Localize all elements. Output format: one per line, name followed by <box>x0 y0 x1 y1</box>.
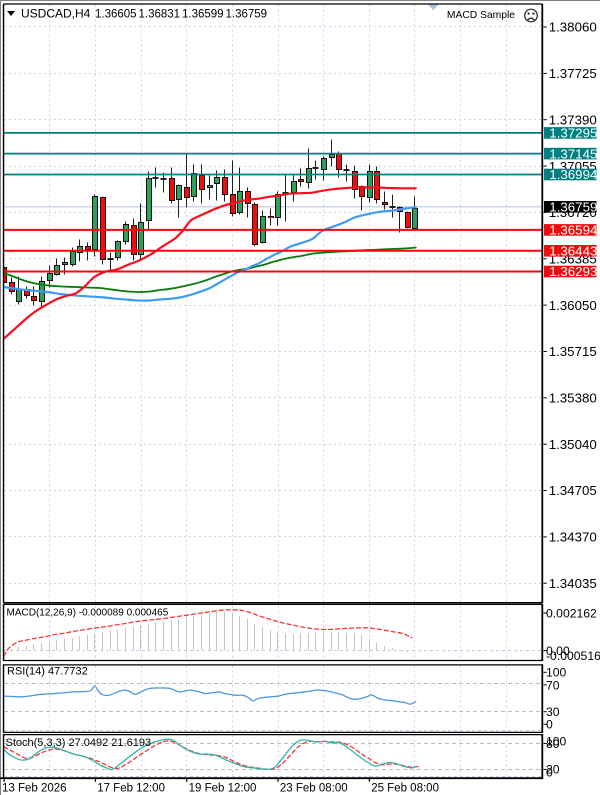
svg-text:1.35040: 1.35040 <box>549 437 597 452</box>
svg-text:1.37145: 1.37145 <box>549 146 597 161</box>
svg-text:0.00: 0.00 <box>546 644 570 658</box>
svg-text:1.37295: 1.37295 <box>549 126 597 141</box>
svg-text:0.002162: 0.002162 <box>546 606 597 620</box>
svg-text:0: 0 <box>546 765 553 779</box>
svg-text:100: 100 <box>546 734 567 748</box>
svg-text:USDCAD,H4: USDCAD,H4 <box>21 7 91 21</box>
svg-text:1.36293: 1.36293 <box>549 264 597 279</box>
svg-text:1.35380: 1.35380 <box>549 391 597 406</box>
svg-text:1.34370: 1.34370 <box>549 530 597 545</box>
svg-text:Stoch(5,3,3) 27.0492 21.6193: Stoch(5,3,3) 27.0492 21.6193 <box>6 737 152 749</box>
svg-text:1.37725: 1.37725 <box>549 66 597 81</box>
svg-text:23 Feb 08:00: 23 Feb 08:00 <box>280 782 348 794</box>
svg-text:13 Feb 2026: 13 Feb 2026 <box>2 782 67 794</box>
svg-text:1.34035: 1.34035 <box>549 576 597 591</box>
svg-text:25 Feb 08:00: 25 Feb 08:00 <box>371 782 439 794</box>
svg-text:1.36050: 1.36050 <box>549 298 597 313</box>
svg-text:1.38060: 1.38060 <box>549 20 597 35</box>
svg-text:MACD Sample: MACD Sample <box>447 10 515 21</box>
svg-text:1.36759: 1.36759 <box>226 9 268 21</box>
svg-text:1.36599: 1.36599 <box>182 9 224 21</box>
svg-text:17 Feb 12:00: 17 Feb 12:00 <box>97 782 165 794</box>
svg-text:1.36443: 1.36443 <box>549 244 597 259</box>
svg-text:RSI(14) 47.7732: RSI(14) 47.7732 <box>7 666 88 678</box>
svg-text:1.34705: 1.34705 <box>549 483 597 498</box>
svg-text:1.36994: 1.36994 <box>549 167 597 182</box>
svg-text:1.37390: 1.37390 <box>549 112 597 127</box>
svg-text:1.36831: 1.36831 <box>139 9 181 21</box>
svg-text:70: 70 <box>546 678 560 692</box>
svg-text:1.36594: 1.36594 <box>549 223 597 238</box>
svg-text:1.35715: 1.35715 <box>549 344 597 359</box>
svg-text:20: 20 <box>546 763 560 777</box>
svg-text:1.36605: 1.36605 <box>95 9 137 21</box>
svg-text:30: 30 <box>546 705 560 719</box>
svg-text:1.36759: 1.36759 <box>549 200 597 215</box>
svg-text:MACD(12,26,9) -0.000089 0.0004: MACD(12,26,9) -0.000089 0.000465 <box>7 608 169 619</box>
svg-text:-0.000516: -0.000516 <box>546 649 600 663</box>
svg-text:100: 100 <box>546 666 567 680</box>
svg-text:0: 0 <box>546 718 553 732</box>
svg-text:19 Feb 12:00: 19 Feb 12:00 <box>189 782 257 794</box>
svg-text:80: 80 <box>546 737 560 751</box>
